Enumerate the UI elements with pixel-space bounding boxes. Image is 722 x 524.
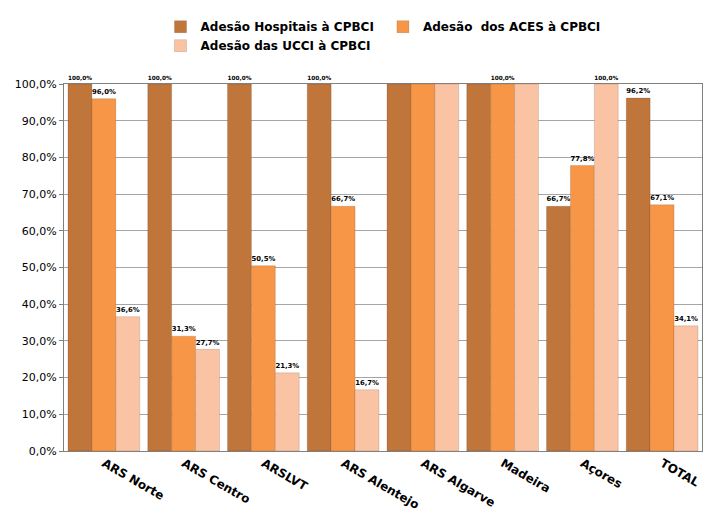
- svg-text:31,3%: 31,3%: [172, 325, 196, 333]
- svg-text:66,7%: 66,7%: [547, 195, 571, 203]
- svg-text:ARSLVT: ARSLVT: [259, 456, 311, 494]
- svg-text:21,3%: 21,3%: [275, 362, 299, 370]
- svg-text:Açores: Açores: [578, 456, 625, 491]
- svg-text:100,0%: 100,0%: [594, 75, 618, 81]
- svg-text:ARS Norte: ARS Norte: [99, 456, 166, 503]
- svg-text:Adesão Hospitais à CPBCI: Adesão Hospitais à CPBCI: [201, 20, 374, 34]
- svg-text:80,0%: 80,0%: [22, 151, 57, 164]
- svg-text:100,0%: 100,0%: [68, 75, 92, 81]
- svg-text:20,0%: 20,0%: [22, 371, 57, 384]
- svg-text:16,7%: 16,7%: [355, 379, 379, 387]
- svg-text:34,1%: 34,1%: [674, 315, 698, 323]
- svg-text:Adesão das UCCI à CPBCI: Adesão das UCCI à CPBCI: [201, 39, 371, 53]
- svg-text:96,0%: 96,0%: [92, 88, 116, 96]
- svg-text:30,0%: 30,0%: [22, 335, 57, 348]
- svg-text:67,1%: 67,1%: [650, 194, 674, 202]
- svg-text:96,2%: 96,2%: [626, 87, 650, 95]
- svg-text:ARS Algarve: ARS Algarve: [418, 456, 497, 510]
- svg-text:50,0%: 50,0%: [22, 261, 57, 274]
- svg-text:100,0%: 100,0%: [15, 78, 57, 91]
- svg-text:66,7%: 66,7%: [331, 195, 355, 203]
- svg-text:50,5%: 50,5%: [251, 255, 275, 263]
- svg-text:ARS Alentejo: ARS Alentejo: [339, 456, 422, 512]
- svg-text:Adesão dos ACES à CPBCI: Adesão dos ACES à CPBCI: [423, 20, 600, 34]
- svg-text:77,8%: 77,8%: [570, 155, 594, 163]
- svg-text:60,0%: 60,0%: [22, 225, 57, 238]
- svg-text:40,0%: 40,0%: [22, 298, 57, 311]
- svg-text:100,0%: 100,0%: [148, 75, 172, 81]
- svg-text:70,0%: 70,0%: [22, 188, 57, 201]
- svg-text:TOTAL: TOTAL: [658, 456, 702, 490]
- svg-text:Madeira: Madeira: [498, 456, 553, 496]
- svg-text:90,0%: 90,0%: [22, 115, 57, 128]
- svg-text:27,7%: 27,7%: [196, 339, 220, 347]
- svg-text:10,0%: 10,0%: [22, 408, 57, 421]
- svg-text:100,0%: 100,0%: [491, 75, 515, 81]
- svg-text:36,6%: 36,6%: [116, 306, 140, 314]
- svg-text:100,0%: 100,0%: [307, 75, 331, 81]
- svg-text:0,0%: 0,0%: [29, 445, 57, 458]
- svg-text:ARS Centro: ARS Centro: [179, 456, 252, 506]
- svg-text:100,0%: 100,0%: [228, 75, 252, 81]
